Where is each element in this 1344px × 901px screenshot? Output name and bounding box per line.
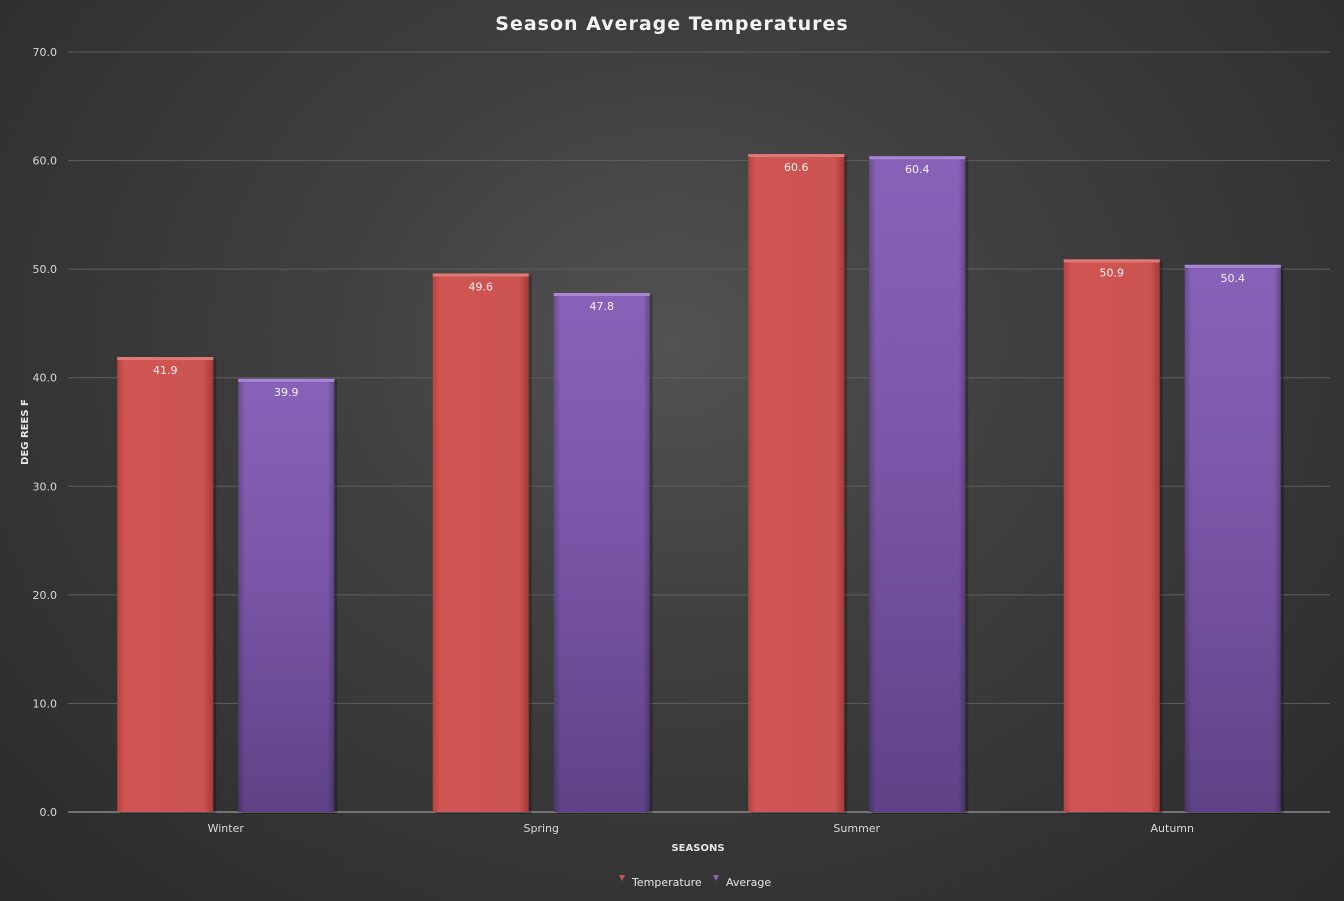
- x-tick-label: Summer: [833, 822, 880, 835]
- y-tick-label: 50.0: [33, 263, 58, 276]
- bar-cap: [748, 154, 845, 158]
- bar-temperature-spring: [432, 273, 529, 812]
- bars: [117, 154, 1284, 815]
- bar-cap: [1063, 259, 1160, 263]
- x-axis-title: SEASONS: [671, 843, 724, 854]
- bar-cap: [869, 156, 966, 160]
- chart-title: Season Average Temperatures: [495, 13, 848, 35]
- y-tick-label: 70.0: [33, 46, 58, 59]
- legend-label-temperature: Temperature: [631, 876, 702, 889]
- bar-cap: [553, 293, 650, 297]
- y-tick-label: 30.0: [33, 480, 58, 493]
- bar-cap: [238, 378, 335, 382]
- bar-edge-shade: [553, 293, 650, 812]
- bar-cap: [1184, 264, 1281, 268]
- data-label-temperature-summer: 60.6: [784, 161, 809, 174]
- data-label-temperature-winter: 41.9: [153, 364, 178, 377]
- y-tick-label: 20.0: [33, 589, 58, 602]
- y-axis-title: DEG REES F: [20, 399, 31, 465]
- legend: Temperature Average: [619, 875, 771, 889]
- bar-temperature-winter: [117, 357, 214, 812]
- y-axis-ticks: 0.0 10.0 20.0 30.0 40.0 50.0 60.0 70.0: [33, 46, 58, 819]
- legend-label-average: Average: [726, 876, 771, 889]
- data-label-average-spring: 47.8: [590, 300, 615, 313]
- y-tick-label: 40.0: [33, 372, 58, 385]
- bar-edge-shade: [1184, 264, 1281, 812]
- bar-edge-shade: [869, 156, 966, 812]
- data-label-temperature-spring: 49.6: [469, 280, 494, 293]
- x-axis-ticks: Winter Spring Summer Autumn: [208, 822, 1194, 835]
- data-label-average-summer: 60.4: [905, 163, 930, 176]
- bar-cap: [117, 357, 214, 361]
- y-tick-label: 10.0: [33, 697, 58, 710]
- x-tick-label: Winter: [208, 822, 245, 835]
- bar-temperature-autumn: [1063, 259, 1160, 812]
- data-label-average-winter: 39.9: [274, 386, 299, 399]
- x-tick-label: Autumn: [1151, 822, 1194, 835]
- y-tick-label: 0.0: [40, 806, 58, 819]
- bar-edge-shade: [238, 378, 335, 812]
- legend-marker-average: [713, 875, 719, 881]
- data-labels: 41.9 39.9 49.6 47.8 60.6 60.4 50.9 50.4: [153, 161, 1245, 399]
- legend-marker-temperature: [619, 875, 625, 881]
- bar-temperature-summer: [748, 154, 845, 813]
- data-label-average-autumn: 50.4: [1221, 272, 1246, 285]
- x-tick-label: Spring: [524, 822, 560, 835]
- data-label-temperature-autumn: 50.9: [1100, 266, 1125, 279]
- bar-cap: [432, 273, 529, 277]
- y-tick-label: 60.0: [33, 155, 58, 168]
